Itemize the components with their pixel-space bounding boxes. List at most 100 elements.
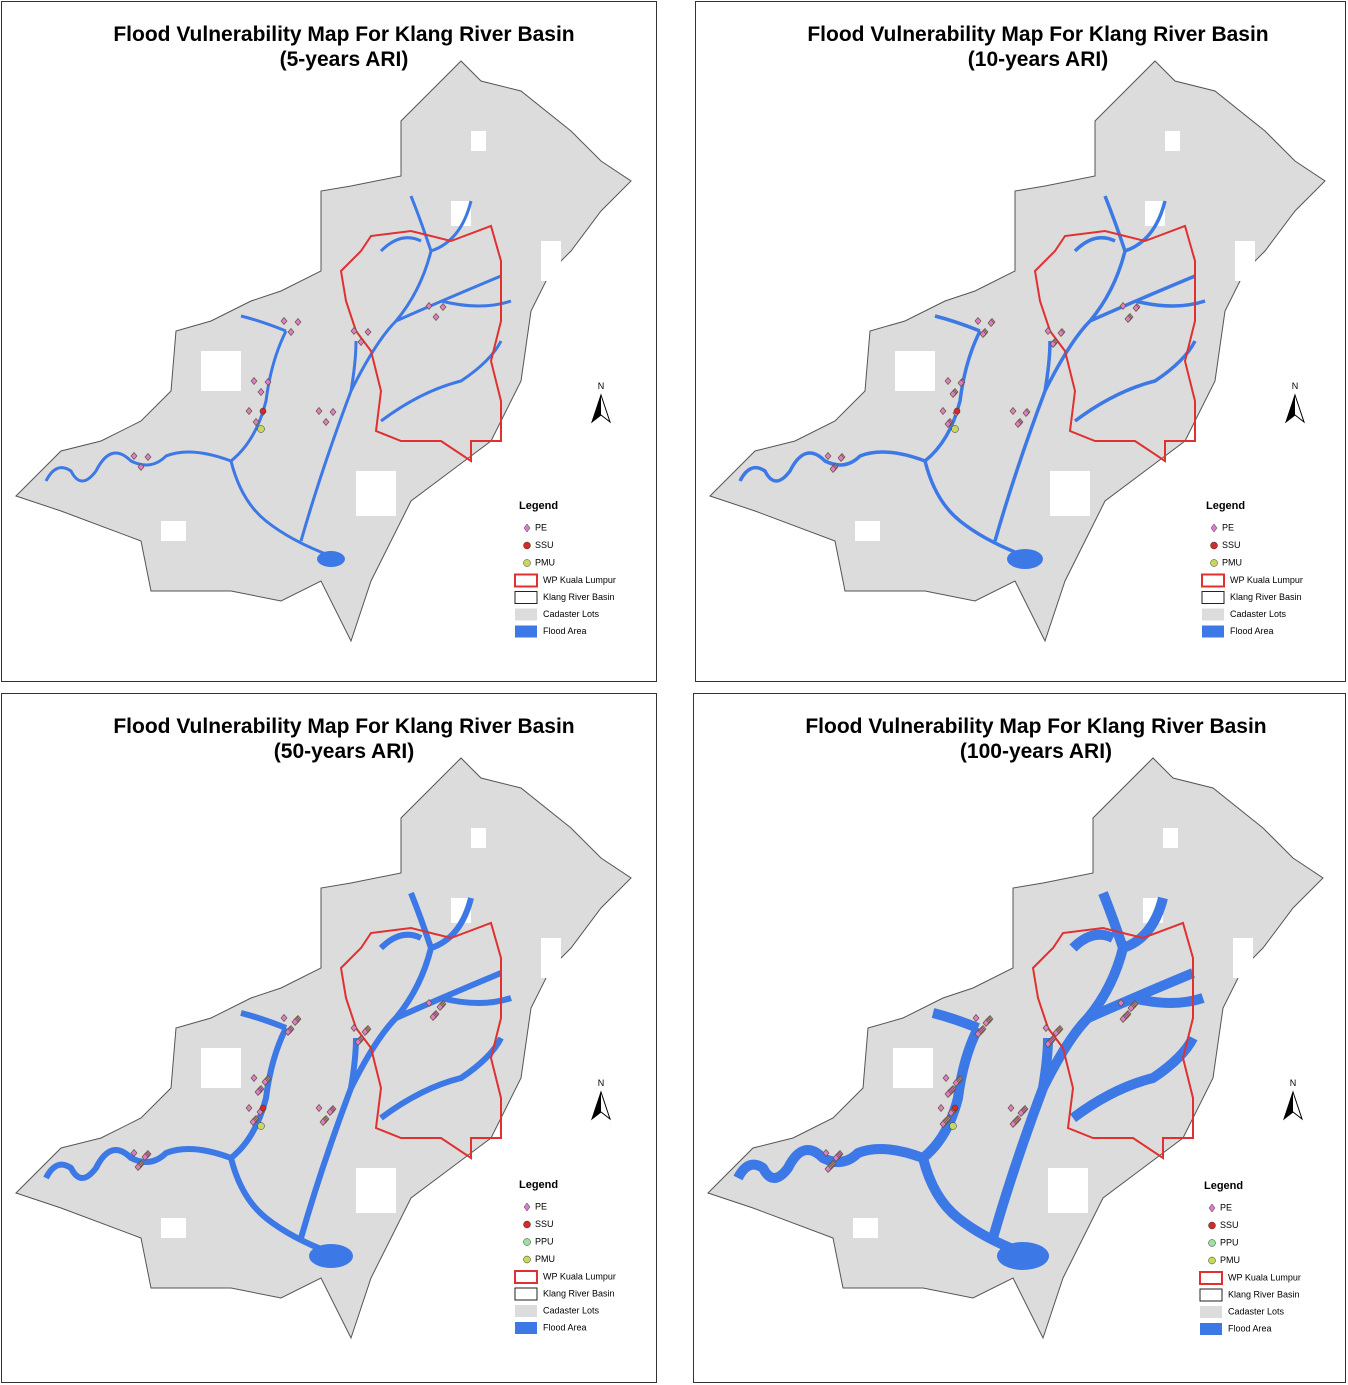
legend-symbol [523, 1255, 531, 1264]
panel-title: Flood Vulnerability Map For Klang River … [807, 23, 1268, 46]
pmu-marker [951, 425, 959, 433]
pe-marker [987, 319, 995, 327]
pe-marker [942, 1074, 950, 1082]
pe-marker [252, 418, 260, 426]
legend-symbol [514, 1287, 538, 1301]
flood-area [997, 1242, 1049, 1270]
pe-marker [319, 1118, 327, 1126]
legend-title: Legend [519, 500, 558, 512]
pe-marker [425, 302, 433, 310]
pe-marker [245, 407, 253, 415]
pe-marker [315, 1104, 323, 1112]
pe-marker [822, 1149, 830, 1157]
pe-marker [1127, 1004, 1135, 1012]
pmu-marker [257, 1122, 265, 1130]
legend-title: Legend [1204, 1180, 1243, 1192]
pe-marker [425, 999, 433, 1007]
pe-marker [1119, 302, 1127, 310]
legend-label: PMU [1222, 557, 1242, 567]
legend-symbol [523, 1238, 531, 1246]
flood-area [1007, 549, 1043, 569]
pe-marker [137, 463, 145, 471]
pe-marker [1124, 315, 1132, 323]
legend-label: Cadaster Lots [1228, 1306, 1285, 1316]
legend-symbol [1208, 1256, 1216, 1265]
pe-marker [1057, 329, 1065, 337]
basin-map [707, 757, 1324, 1339]
legend-symbol [523, 523, 531, 533]
legend-symbol [1208, 1239, 1216, 1247]
pe-marker [144, 453, 152, 461]
legend-label: Klang River Basin [1230, 592, 1302, 602]
pe-marker [829, 465, 837, 473]
panel-subtitle: (100-years ARI) [960, 740, 1112, 763]
north-label: N [598, 381, 605, 391]
legend-label: PMU [1220, 1255, 1240, 1265]
pe-marker [350, 327, 358, 335]
legend-label: PMU [535, 1254, 555, 1264]
pe-marker [134, 1163, 142, 1171]
legend-label: PPU [535, 1236, 554, 1246]
pe-marker [361, 1028, 369, 1036]
pe-marker [350, 1024, 358, 1032]
pe-marker [291, 1018, 299, 1026]
pe-marker [257, 388, 265, 396]
legend-label: Cadaster Lots [543, 609, 600, 619]
north-label: N [1292, 381, 1299, 391]
legend-symbol [1210, 523, 1218, 533]
basin-map [15, 757, 632, 1339]
legend-symbol [1199, 1271, 1223, 1285]
legend-title: Legend [1206, 500, 1245, 512]
flood-area [317, 551, 345, 567]
legend-label: SSU [1222, 540, 1241, 550]
legend-label: Flood Area [1230, 626, 1274, 636]
legend-symbol [515, 1305, 537, 1317]
pe-marker [364, 328, 372, 336]
pe-marker [1017, 1109, 1025, 1117]
map-panel: Flood Vulnerability Map For Klang River … [695, 1, 1346, 682]
pe-marker [1022, 409, 1030, 417]
pe-marker [287, 328, 295, 336]
pe-marker [322, 418, 330, 426]
pe-marker [1132, 304, 1140, 312]
north-arrow-half [592, 1092, 601, 1119]
pe-marker [824, 452, 832, 460]
legend-symbol [523, 559, 531, 567]
legend-label: PE [1220, 1202, 1232, 1212]
pe-marker [432, 313, 440, 321]
legend-label: Klang River Basin [543, 592, 615, 602]
pe-marker [245, 1104, 253, 1112]
pe-marker [1049, 340, 1057, 348]
pe-marker [250, 377, 258, 385]
legend-symbol [1210, 541, 1218, 550]
pe-marker [294, 318, 302, 326]
legend-title: Legend [519, 1179, 558, 1191]
legend-symbol [515, 608, 537, 621]
pe-marker [1009, 1120, 1017, 1128]
panel-subtitle: (50-years ARI) [274, 740, 414, 763]
legend-label: Cadaster Lots [543, 1305, 600, 1315]
pmu-marker [949, 1122, 957, 1130]
legend-label: PPU [1220, 1237, 1239, 1247]
pe-marker [944, 420, 952, 428]
north-label: N [1290, 1078, 1297, 1088]
legend-symbol [1208, 1221, 1216, 1230]
pe-marker [439, 303, 447, 311]
flood-area [309, 1244, 353, 1268]
pe-marker [357, 338, 365, 346]
panel-subtitle: (5-years ARI) [280, 48, 409, 71]
pe-marker [280, 317, 288, 325]
pe-marker [944, 377, 952, 385]
pe-marker [261, 1078, 269, 1086]
legend-symbol [1200, 1306, 1222, 1318]
pe-marker [249, 1118, 257, 1126]
pe-marker [957, 379, 965, 387]
legend-label: SSU [535, 540, 554, 550]
pmu-marker [257, 425, 265, 433]
legend-symbol [1201, 591, 1225, 604]
pe-marker [824, 1165, 832, 1173]
legend-symbol [1200, 1323, 1222, 1335]
legend-label: Klang River Basin [1228, 1289, 1300, 1299]
legend-symbol [1208, 1203, 1216, 1213]
